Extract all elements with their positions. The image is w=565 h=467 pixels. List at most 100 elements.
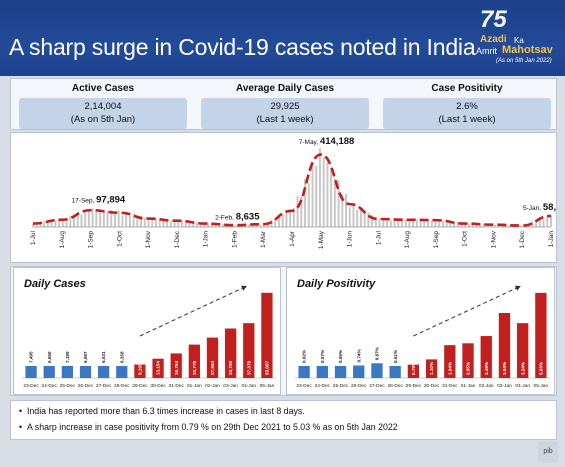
bar bbox=[316, 366, 328, 378]
annotation-label: 17-Sep, 97,894 bbox=[72, 194, 126, 205]
bar bbox=[480, 336, 492, 378]
daily-cases-svg: 7,495 23-Dec 6,650 24-Dec 7,189 25-Dec 6,987 26… bbox=[22, 285, 276, 389]
note-item: • India has reported more than 6.3 times… bbox=[19, 406, 305, 416]
note-text: India has reported more than 6.3 times i… bbox=[26, 406, 305, 416]
x-tick-label: 04-Jan bbox=[241, 383, 256, 389]
x-tick-label: 31-Dec bbox=[442, 383, 458, 389]
x-tick-label: 1-Dec bbox=[174, 230, 181, 248]
data-label: 13,154 bbox=[156, 361, 161, 375]
stat-case-positivity: Case Positivity 2.6% (Last 1 week) bbox=[383, 82, 551, 129]
data-label: 6,358 bbox=[119, 351, 124, 363]
data-label: 1.10% bbox=[429, 362, 434, 375]
bar bbox=[206, 337, 219, 378]
arrow-head bbox=[240, 285, 247, 291]
x-tick-label: 25-Dec bbox=[333, 383, 349, 389]
stat-active-cases: Active Cases 2,14,004 (As on 5th Jan) bbox=[19, 82, 187, 129]
x-tick-label: 01-Jan bbox=[461, 383, 476, 389]
bar bbox=[517, 323, 529, 378]
bottom-charts-panel: Daily Cases 7,495 23-Dec 6,650 24-Dec 7,189 2… bbox=[10, 266, 557, 396]
data-label: 0.57% bbox=[320, 350, 325, 363]
x-tick-label: 1-May bbox=[318, 230, 325, 249]
x-tick-label: 1-Sep bbox=[88, 231, 95, 249]
x-tick-label: 26-Dec bbox=[351, 383, 367, 389]
data-label: 33,750 bbox=[228, 361, 233, 375]
x-tick-label: 1-Nov bbox=[145, 230, 152, 248]
data-label: 6,650 bbox=[47, 351, 52, 363]
x-tick-label: 1-Jan bbox=[203, 231, 210, 248]
x-tick-label: 1-Nov bbox=[490, 230, 497, 248]
x-tick-label: 1-Oct bbox=[116, 231, 123, 247]
bar bbox=[261, 292, 273, 378]
note-item: • A sharp increase in case positivity fr… bbox=[19, 422, 398, 432]
x-tick-label: 29-Dec bbox=[406, 383, 422, 389]
arrow-head bbox=[514, 285, 521, 291]
bar bbox=[188, 344, 200, 378]
annotation-label: 7-May, 414,188 bbox=[299, 136, 355, 147]
bar bbox=[116, 366, 128, 378]
data-label: 58,097 bbox=[265, 361, 270, 375]
data-label: 0.74% bbox=[356, 349, 361, 362]
notes-panel: • India has reported more than 6.3 times… bbox=[10, 400, 557, 440]
stat-value-box: 2,14,004 (As on 5th Jan) bbox=[19, 98, 187, 129]
stat-note: (Last 1 week) bbox=[438, 114, 496, 125]
x-tick-label: 28-Dec bbox=[114, 383, 130, 389]
page-title: A sharp surge in Covid-19 cases noted in… bbox=[9, 34, 476, 60]
data-label: 1.94% bbox=[447, 362, 452, 375]
data-label: 27,553 bbox=[210, 361, 215, 375]
data-label: 0.79% bbox=[411, 362, 416, 375]
data-label: 7,189 bbox=[65, 351, 70, 363]
logo-line1: Azadi bbox=[480, 34, 507, 45]
x-tick-label: 1-Jul bbox=[30, 230, 37, 245]
x-tick-label: 23-Dec bbox=[23, 383, 39, 389]
data-label: 3.24% bbox=[520, 362, 525, 375]
bar bbox=[462, 343, 474, 378]
logo-asof: (As on 5th Jan 2022) bbox=[496, 58, 552, 64]
bar bbox=[25, 366, 37, 378]
x-tick-label: 1-Oct bbox=[462, 231, 469, 247]
bar bbox=[43, 366, 55, 378]
logo-line1b: Ka bbox=[514, 36, 524, 45]
x-tick-label: 31-Dec bbox=[168, 383, 184, 389]
bar bbox=[353, 365, 365, 378]
bar bbox=[98, 366, 110, 378]
x-tick-label: 1-Jan bbox=[548, 231, 555, 248]
header-banner: A sharp surge in Covid-19 cases noted in… bbox=[0, 0, 565, 76]
x-tick-label: 1-Mar bbox=[260, 230, 267, 248]
x-tick-label: 23-Dec bbox=[296, 383, 312, 389]
bar bbox=[389, 366, 401, 378]
bar bbox=[79, 366, 92, 378]
bar bbox=[535, 292, 547, 378]
bar bbox=[334, 366, 347, 378]
logo-number: 75 bbox=[480, 6, 507, 33]
x-tick-label: 1-Dec bbox=[519, 230, 526, 248]
bar bbox=[371, 363, 383, 378]
annotation-label: 2-Feb, 8,635 bbox=[215, 211, 260, 222]
bar bbox=[498, 313, 511, 378]
data-label: 7,495 bbox=[29, 351, 34, 363]
x-tick-label: 24-Dec bbox=[41, 383, 57, 389]
x-tick-label: 29-Dec bbox=[132, 383, 148, 389]
x-tick-label: 27-Dec bbox=[96, 383, 112, 389]
stat-label: Average Daily Cases bbox=[235, 83, 335, 94]
data-label: 5.03% bbox=[538, 362, 543, 375]
x-tick-label: 1-Apr bbox=[289, 230, 296, 247]
logo-line2a: Amrit bbox=[476, 46, 497, 56]
bar bbox=[225, 328, 237, 378]
x-tick-label: 1-Feb bbox=[231, 231, 238, 248]
x-tick-label: 03-Jan bbox=[223, 383, 238, 389]
data-label: 3.84% bbox=[502, 362, 507, 375]
x-tick-label: 1-Aug bbox=[404, 231, 411, 249]
stat-value: 2.6% bbox=[456, 101, 478, 112]
bar bbox=[407, 364, 420, 378]
x-tick-label: 30-Dec bbox=[424, 383, 440, 389]
x-tick-label: 05-Jan bbox=[260, 383, 275, 389]
note-text: A sharp increase in case positivity from… bbox=[26, 422, 398, 432]
pib-logo: pib bbox=[538, 441, 558, 463]
stat-label: Case Positivity bbox=[431, 83, 503, 94]
bar bbox=[425, 359, 438, 378]
data-label: 6,987 bbox=[83, 351, 88, 363]
daily-positivity-svg: 0.62% 23-Dec 0.57% 24-Dec 0.65% 25-Dec 0.74% 26… bbox=[295, 285, 550, 389]
bar bbox=[170, 353, 182, 378]
data-label: 0.61% bbox=[393, 350, 398, 363]
x-tick-label: 02-Jan bbox=[205, 383, 220, 389]
